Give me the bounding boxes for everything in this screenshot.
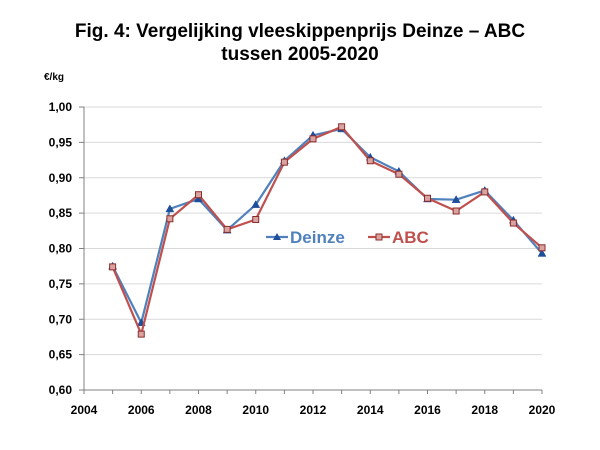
- data-point-abc: [395, 170, 403, 178]
- data-point-abc: [280, 158, 288, 166]
- data-point-abc: [309, 135, 317, 143]
- data-point-deinze: [537, 248, 547, 257]
- series-abc: [109, 123, 546, 338]
- series-deinze: [108, 124, 547, 327]
- chart-title: Fig. 4: Vergelijking vleeskippenprijs De…: [0, 20, 600, 66]
- legend: Deinze ABC: [266, 228, 429, 247]
- chart-title-line2: tussen 2005-2020: [221, 44, 379, 65]
- x-tick-label: 2020: [529, 403, 556, 417]
- legend-item-deinze: Deinze: [266, 228, 345, 247]
- series-line-deinze: [111, 127, 543, 324]
- data-point-abc: [109, 263, 117, 271]
- data-point-abc: [509, 219, 517, 227]
- x-tick-label: 2016: [414, 403, 441, 417]
- x-tick-label: 2018: [471, 403, 498, 417]
- y-tick-label: 0,70: [49, 312, 73, 326]
- gridlines: [84, 106, 542, 356]
- chart-title-line1: Fig. 4: Vergelijking vleeskippenprijs De…: [74, 21, 526, 42]
- data-point-abc: [538, 244, 546, 252]
- y-tick-label: 0,75: [49, 277, 73, 291]
- y-tick-label: 0,65: [49, 348, 73, 362]
- data-point-abc: [166, 215, 174, 223]
- x-tick-label: 2008: [185, 403, 212, 417]
- x-tick-label: 2004: [71, 403, 98, 417]
- data-point-deinze: [251, 200, 261, 208]
- data-point-abc: [252, 215, 260, 223]
- legend-label-abc: ABC: [392, 228, 429, 247]
- axes: [79, 106, 543, 394]
- series-lines: [108, 123, 547, 338]
- y-tick-label: 0,90: [49, 171, 73, 185]
- x-tick-label: 2012: [300, 403, 327, 417]
- x-tick-label: 2014: [357, 403, 384, 417]
- legend-swatch-marker: [375, 233, 383, 241]
- y-tick-label: 0,85: [49, 206, 73, 220]
- data-point-abc: [195, 191, 202, 199]
- legend-label-deinze: Deinze: [290, 228, 345, 247]
- data-point-abc: [452, 207, 460, 215]
- legend-item-abc: ABC: [368, 228, 429, 247]
- y-tick-label: 0,80: [49, 242, 73, 256]
- series-line-abc: [111, 125, 543, 336]
- data-point-abc: [424, 194, 431, 202]
- data-point-deinze: [165, 204, 175, 213]
- data-point-abc: [366, 157, 374, 165]
- x-tick-label: 2006: [128, 403, 155, 417]
- data-point-abc: [481, 188, 489, 196]
- y-tick-label: 1,00: [49, 100, 73, 114]
- y-tick-label: 0,60: [49, 383, 73, 397]
- legend-swatch-marker: [273, 233, 281, 240]
- x-tick-label: 2010: [242, 403, 269, 417]
- tick-labels: 0,60 0,65 0,70 0,75 0,80 0,85 0,90 0,95 1,00 2004…: [49, 100, 556, 417]
- y-tick-label: 0,95: [49, 135, 73, 149]
- data-point-abc: [223, 225, 231, 233]
- y-axis-unit-label: €/kg: [44, 72, 65, 83]
- data-point-abc: [137, 330, 145, 338]
- data-point-deinze: [451, 195, 461, 203]
- data-point-abc: [338, 123, 346, 131]
